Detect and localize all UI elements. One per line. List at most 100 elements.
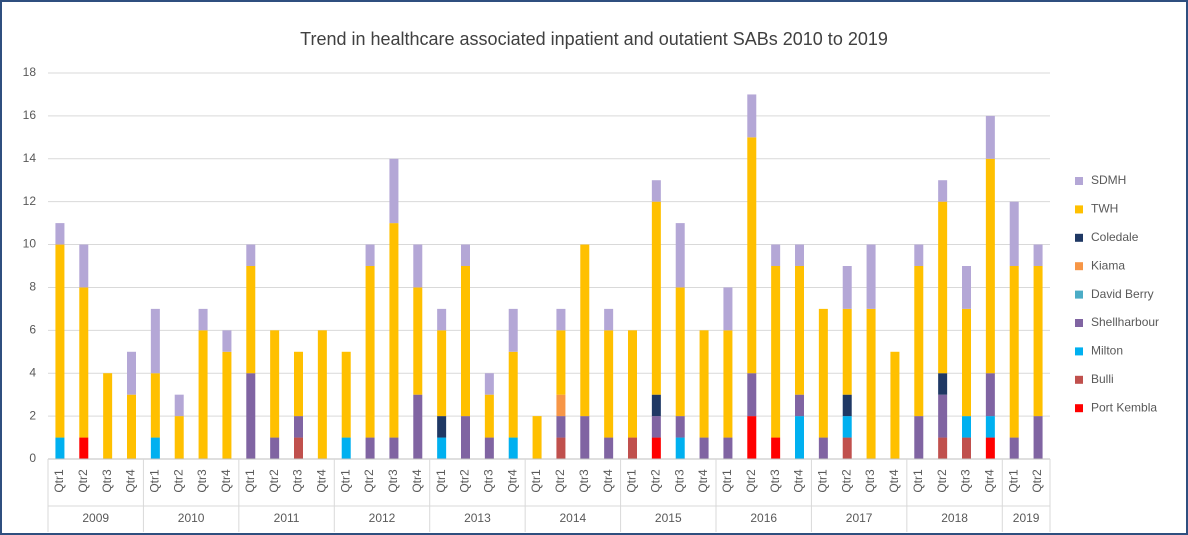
x-tick-label: Qtr2 xyxy=(171,469,185,493)
bar-segment xyxy=(962,266,971,309)
x-group-label: 2014 xyxy=(560,511,587,525)
bar-segment xyxy=(556,394,566,417)
bar-segment xyxy=(962,437,971,459)
bar-segment xyxy=(651,437,661,459)
x-tick-label: Qtr2 xyxy=(76,469,90,493)
legend-label: David Berry xyxy=(1091,287,1154,301)
bar-segment xyxy=(795,266,804,395)
bar-segment xyxy=(461,416,470,459)
legend-swatch xyxy=(1075,233,1083,242)
legend-swatch xyxy=(1075,375,1083,384)
x-tick-label: Qtr2 xyxy=(1030,469,1044,493)
bar-segment xyxy=(508,351,518,438)
x-tick-label: Qtr1 xyxy=(434,469,448,493)
bar-segment xyxy=(914,244,924,266)
bar-segment xyxy=(985,115,995,159)
legend-swatch xyxy=(1075,177,1083,185)
bar-segment xyxy=(222,330,232,352)
bar-segment xyxy=(723,437,733,459)
x-tick-label: Qtr2 xyxy=(362,469,376,493)
x-group-label: 2013 xyxy=(464,511,491,525)
x-tick-label: Qtr1 xyxy=(243,469,257,493)
x-group-label: 2012 xyxy=(369,511,396,525)
bar-segment xyxy=(985,437,995,459)
y-tick-label: 16 xyxy=(23,108,37,122)
bar-segment xyxy=(651,201,661,395)
y-tick-label: 4 xyxy=(29,365,36,379)
bar-segment xyxy=(55,223,65,245)
bar-segment xyxy=(1033,244,1043,266)
bar-segment xyxy=(174,394,184,417)
x-tick-label: Qtr3 xyxy=(863,469,877,493)
x-tick-label: Qtr2 xyxy=(935,469,949,493)
bar-segment xyxy=(150,308,160,374)
bar-segment xyxy=(771,437,781,459)
bar-segment xyxy=(198,308,208,331)
bar-segment xyxy=(246,373,256,459)
bar-segment xyxy=(341,437,351,459)
bar-segment xyxy=(675,437,685,459)
chart-title: Trend in healthcare associated inpatient… xyxy=(300,29,888,49)
bar-segment xyxy=(747,137,757,374)
bar-segment xyxy=(389,223,399,438)
legend-label: Port Kembla xyxy=(1091,400,1157,414)
bar-segment xyxy=(413,394,423,459)
x-tick-label: Qtr1 xyxy=(52,469,66,493)
x-tick-label: Qtr3 xyxy=(195,469,209,493)
bar-segment xyxy=(127,351,136,395)
bar-segment xyxy=(675,223,685,288)
bar-segment xyxy=(150,373,160,438)
legend-swatch xyxy=(1075,404,1083,413)
x-tick-label: Qtr4 xyxy=(792,469,806,493)
bar-segment xyxy=(580,244,590,417)
x-tick-label: Qtr4 xyxy=(887,469,901,493)
bar-segment xyxy=(675,416,685,438)
bar-segment xyxy=(294,351,303,417)
x-tick-label: Qtr4 xyxy=(601,469,615,493)
legend-label: Milton xyxy=(1091,344,1123,358)
bar-segment xyxy=(1009,437,1019,459)
bar-segment xyxy=(699,330,709,438)
x-tick-label: Qtr4 xyxy=(983,469,997,493)
x-tick-label: Qtr3 xyxy=(386,469,400,493)
y-tick-label: 18 xyxy=(23,65,37,79)
legend-label: Bulli xyxy=(1091,372,1114,386)
bar-segment xyxy=(246,266,256,374)
bar-segment xyxy=(604,330,614,438)
bar-segment xyxy=(914,416,924,459)
bar-segment xyxy=(55,437,65,459)
legend-swatch xyxy=(1075,262,1083,271)
bar-segment xyxy=(1009,266,1019,438)
bar-segment xyxy=(723,330,733,438)
x-group-label: 2018 xyxy=(941,511,968,525)
bar-segment xyxy=(580,416,590,459)
bar-segment xyxy=(508,437,518,459)
x-tick-label: Qtr4 xyxy=(315,469,329,493)
bar-segment xyxy=(818,308,828,438)
bar-segment xyxy=(604,437,614,459)
x-tick-label: Qtr2 xyxy=(267,469,281,493)
bar-segment xyxy=(842,437,852,459)
bar-segment xyxy=(222,351,232,459)
x-tick-label: Qtr1 xyxy=(529,469,543,493)
bar-segment xyxy=(317,330,327,459)
bar-segment xyxy=(389,158,399,224)
x-tick-label: Qtr3 xyxy=(672,469,686,493)
y-tick-label: 8 xyxy=(29,280,36,294)
bar-segment xyxy=(413,287,423,395)
x-tick-label: Qtr4 xyxy=(219,469,233,493)
bar-segment xyxy=(985,373,995,417)
legend-swatch xyxy=(1075,347,1083,356)
bar-segment xyxy=(842,266,852,309)
x-tick-label: Qtr3 xyxy=(100,469,114,493)
x-tick-label: Qtr3 xyxy=(577,469,591,493)
bar-segment xyxy=(437,308,447,331)
bar-segment xyxy=(55,244,65,438)
bar-segment xyxy=(437,437,447,459)
bar-segment xyxy=(413,244,423,288)
legend-swatch xyxy=(1075,319,1083,327)
bar-segment xyxy=(556,330,566,395)
bar-segment xyxy=(651,394,661,417)
bar-segment xyxy=(79,287,89,438)
bar-segment xyxy=(461,266,470,417)
